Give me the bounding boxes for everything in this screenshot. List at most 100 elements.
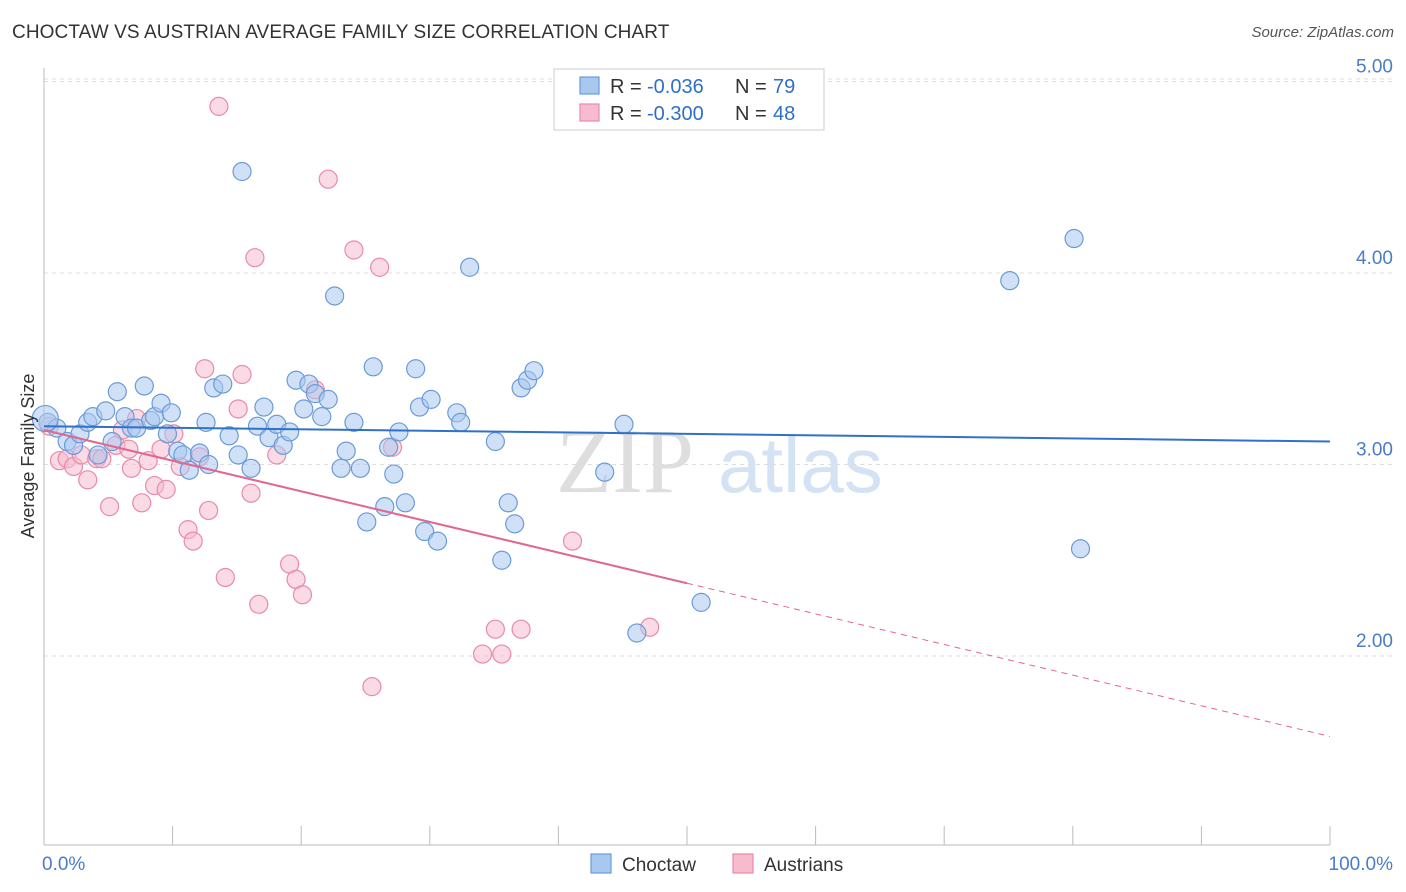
y-tick-labels: 2.00 3.00 4.00 5.00: [1356, 57, 1393, 653]
choctaw-point-78: [31, 404, 59, 433]
austrians-point-11: [119, 439, 139, 459]
austrians-trend-line: [43, 429, 688, 585]
choctaw-point-66: [498, 493, 518, 513]
choctaw-point-72: [614, 414, 634, 434]
choctaw-trend-line: [43, 425, 1331, 443]
choctaw-point-19: [161, 403, 181, 423]
choctaw-point-75: [1000, 271, 1020, 291]
choctaw-point-48: [350, 458, 370, 478]
correlation-legend: R = -0.036 N = 79 R = -0.300 N = 48: [553, 68, 825, 131]
austrians-point-41: [370, 257, 390, 277]
legend-r-label-austrians: R =: [610, 103, 642, 125]
austrians-point-43: [472, 644, 493, 664]
legend-n-value-choctaw: 79: [773, 76, 795, 98]
choctaw-point-27: [213, 374, 233, 394]
austrians-point-31: [245, 248, 265, 268]
choctaw-point-45: [331, 458, 351, 478]
y-tick-label-3: 5.00: [1356, 57, 1393, 78]
austrians-point-39: [344, 240, 364, 260]
austrians-trend-extension: [686, 582, 1331, 737]
choctaw-point-18: [157, 424, 178, 444]
legend-n-label-choctaw: N =: [735, 76, 767, 98]
choctaw-point-58: [415, 521, 435, 542]
choctaw-point-73: [627, 623, 647, 643]
bottom-legend-swatch-choctaw: [590, 853, 612, 874]
choctaw-point-8: [96, 401, 116, 421]
x-tick-label-end: 100.0%: [1329, 854, 1394, 875]
choctaw-point-56: [406, 359, 426, 379]
choctaw-point-64: [485, 431, 505, 452]
choctaw-point-33: [254, 397, 274, 417]
choctaw-point-52: [379, 437, 399, 457]
legend-r-value-austrians: -0.300: [647, 103, 704, 125]
choctaw-point-76: [1064, 228, 1084, 249]
choctaw-point-74: [691, 592, 711, 612]
austrians-point-46: [511, 619, 531, 639]
choctaw-point-67: [505, 514, 525, 534]
austrians-point-36: [292, 585, 313, 605]
choctaw-point-7: [88, 445, 108, 465]
austrians-point-25: [199, 500, 219, 521]
choctaw-point-50: [363, 357, 383, 377]
choctaw-point-77: [1070, 539, 1091, 559]
choctaw-point-54: [389, 422, 409, 442]
austrians-point-22: [183, 531, 203, 551]
legend-n-value-austrians: 48: [773, 103, 795, 125]
x-tick-label-start: 0.0%: [42, 854, 85, 875]
austrians-point-32: [249, 594, 269, 614]
chart-source: Source: ZipAtlas.com: [1251, 24, 1394, 41]
austrians-point-8: [99, 497, 120, 517]
choctaw-point-65: [492, 550, 512, 570]
choctaw-point-42: [312, 407, 332, 427]
austrians-point-44: [485, 619, 505, 639]
series-legend: Choctaw Austrians: [590, 853, 843, 876]
austrians-point-26: [209, 96, 229, 116]
bottom-legend-label-austrians: Austrians: [764, 855, 843, 876]
trend-lines: [43, 425, 1331, 737]
choctaw-point-59: [421, 389, 441, 409]
bottom-legend-label-choctaw: Choctaw: [622, 855, 696, 876]
choctaw-point-55: [395, 493, 415, 513]
choctaw-point-70: [524, 361, 544, 381]
choctaw-point-31: [241, 458, 261, 478]
austrians-point-40: [362, 677, 382, 697]
austrians-point-24: [195, 359, 215, 379]
legend-r-label-choctaw: R =: [610, 76, 642, 98]
legend-swatch-choctaw: [579, 76, 600, 95]
austrians-points: [39, 96, 660, 697]
choctaw-point-24: [196, 412, 216, 432]
austrians-point-30: [241, 483, 261, 503]
austrians-point-45: [492, 644, 512, 664]
austrians-point-28: [228, 399, 248, 419]
choctaw-point-37: [280, 422, 300, 442]
choctaw-point-60: [427, 531, 448, 551]
choctaw-point-39: [294, 399, 314, 419]
x-tick-labels: 0.0% 100.0%: [42, 854, 1393, 875]
legend-r-value-choctaw: -0.036: [647, 76, 704, 98]
choctaw-point-47: [344, 412, 364, 432]
choctaw-points: [31, 161, 1091, 643]
chart-title: CHOCTAW VS AUSTRIAN AVERAGE FAMILY SIZE …: [12, 22, 670, 43]
choctaw-point-49: [357, 512, 377, 532]
legend-swatch-austrians: [579, 103, 600, 122]
choctaw-point-10: [107, 382, 127, 402]
choctaw-point-43: [318, 389, 338, 409]
bottom-legend-swatch-austrians: [732, 853, 754, 874]
choctaw-point-32: [247, 416, 268, 436]
austrians-point-47: [562, 531, 583, 551]
austrians-point-38: [318, 169, 338, 189]
y-axis-label: Average Family Size: [18, 374, 38, 539]
legend-n-label-austrians: N =: [735, 103, 767, 125]
austrians-point-27: [215, 567, 235, 588]
choctaw-point-29: [228, 445, 248, 465]
choctaw-point-63: [460, 257, 480, 277]
axes: [43, 68, 1331, 846]
austrians-point-29: [232, 364, 252, 385]
austrians-point-5: [78, 470, 98, 490]
choctaw-point-44: [325, 286, 345, 306]
austrians-point-18: [156, 479, 176, 499]
choctaw-point-14: [134, 376, 154, 396]
austrians-point-14: [132, 493, 152, 513]
y-tick-label-1: 3.00: [1356, 440, 1393, 461]
